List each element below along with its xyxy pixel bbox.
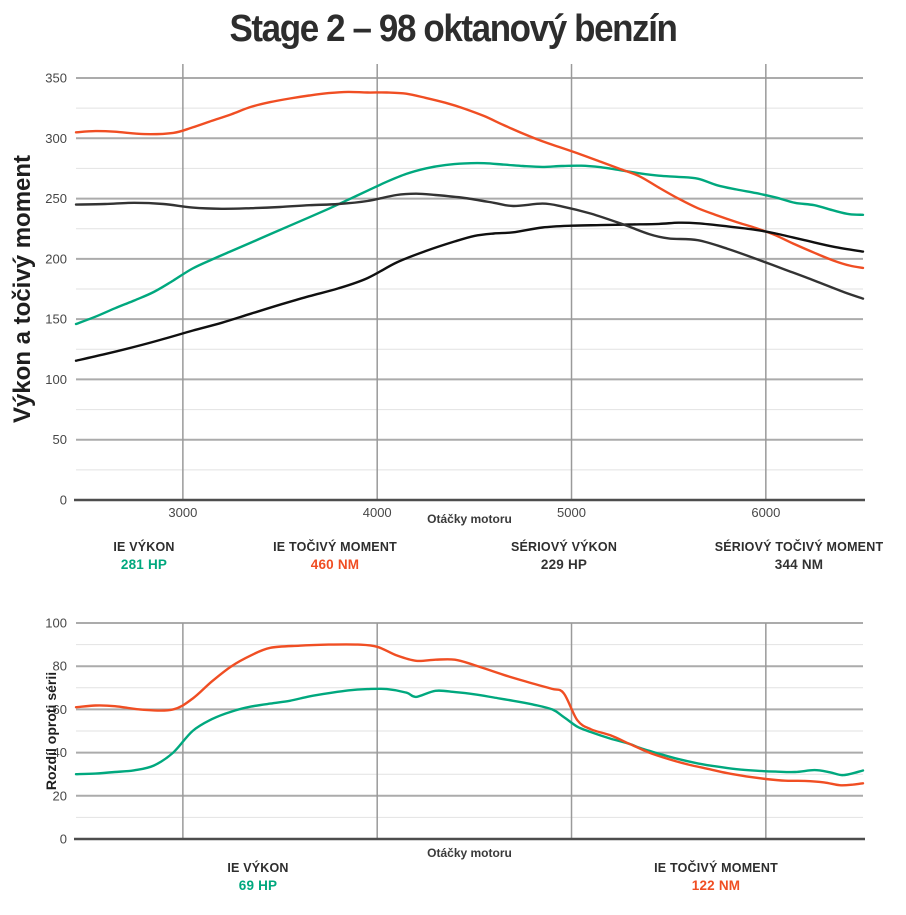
y-axis-title: Rozdíl oproti sérii	[43, 672, 59, 790]
y-tick-label: 300	[45, 131, 67, 146]
legend-item-ie-power-diff: IE VÝKON 69 HP	[227, 861, 288, 893]
legend-value: 122 NM	[691, 878, 741, 893]
legend-item-ie-torque: IE TOČIVÝ MOMENT 460 NM	[273, 540, 397, 572]
y-axis-title: Výkon a točivý moment	[9, 155, 36, 423]
legend-label: IE VÝKON	[227, 861, 289, 875]
legend-item-ie-torque-diff: IE TOČIVÝ MOMENT 122 NM	[654, 861, 778, 893]
legend-value: 281 HP	[120, 557, 168, 572]
x-tick-label: 5000	[557, 505, 586, 520]
legend-item-ie-power: IE VÝKON 281 HP	[113, 540, 174, 572]
legend-value: 229 HP	[540, 557, 588, 572]
x-tick-label: 4000	[363, 505, 392, 520]
legend-value: 460 NM	[310, 557, 360, 572]
series-ie-torque-diff-line	[74, 643, 865, 787]
x-tick-label: 3000	[168, 505, 197, 520]
legend-label: IE VÝKON	[113, 540, 175, 554]
y-tick-label: 0	[60, 832, 67, 847]
legend-label: IE TOČIVÝ MOMENT	[273, 540, 397, 554]
y-tick-label: 150	[45, 312, 67, 327]
y-tick-label: 0	[60, 493, 67, 508]
series-ie-power-diff-line	[74, 687, 865, 777]
legend-value: 344 NM	[774, 557, 824, 572]
y-tick-label: 250	[45, 191, 67, 206]
y-tick-label: 350	[45, 71, 67, 86]
series-serial-torque-line	[74, 192, 865, 300]
page-title: Stage 2 – 98 oktanový benzín	[229, 8, 677, 50]
x-axis-title: Otáčky motoru	[427, 512, 512, 526]
legend-item-serial-torque: SÉRIOVÝ TOČIVÝ MOMENT 344 NM	[715, 540, 884, 572]
series-serial-power-line	[74, 221, 865, 362]
legend-label: SÉRIOVÝ TOČIVÝ MOMENT	[714, 540, 884, 554]
y-tick-label: 40	[53, 745, 67, 760]
y-tick-label: 100	[45, 372, 67, 387]
difference-chart: 0 20 40 60 80 100 Otáčky motoru Rozdíl oproti s…	[43, 616, 865, 860]
legend-label: SÉRIOVÝ VÝKON	[510, 540, 618, 554]
legend-label: IE TOČIVÝ MOMENT	[654, 861, 778, 875]
power-torque-chart: 0 50 100 150 200 250 300 350 3000 4000 5000 6000 Otá…	[9, 64, 865, 526]
y-tick-label: 80	[53, 659, 67, 674]
x-axis-title: Otáčky motoru	[427, 846, 512, 860]
y-tick-label: 20	[53, 788, 67, 803]
legend-value: 69 HP	[238, 878, 278, 893]
x-tick-label: 6000	[751, 505, 780, 520]
series-ie-power-line	[74, 161, 865, 326]
legend-item-serial-power: SÉRIOVÝ VÝKON 229 HP	[511, 540, 617, 572]
series-ie-torque-line	[74, 90, 865, 270]
y-tick-label: 100	[45, 616, 67, 631]
y-tick-label: 50	[53, 432, 67, 447]
y-tick-label: 200	[45, 251, 67, 266]
y-tick-label: 60	[53, 702, 67, 717]
